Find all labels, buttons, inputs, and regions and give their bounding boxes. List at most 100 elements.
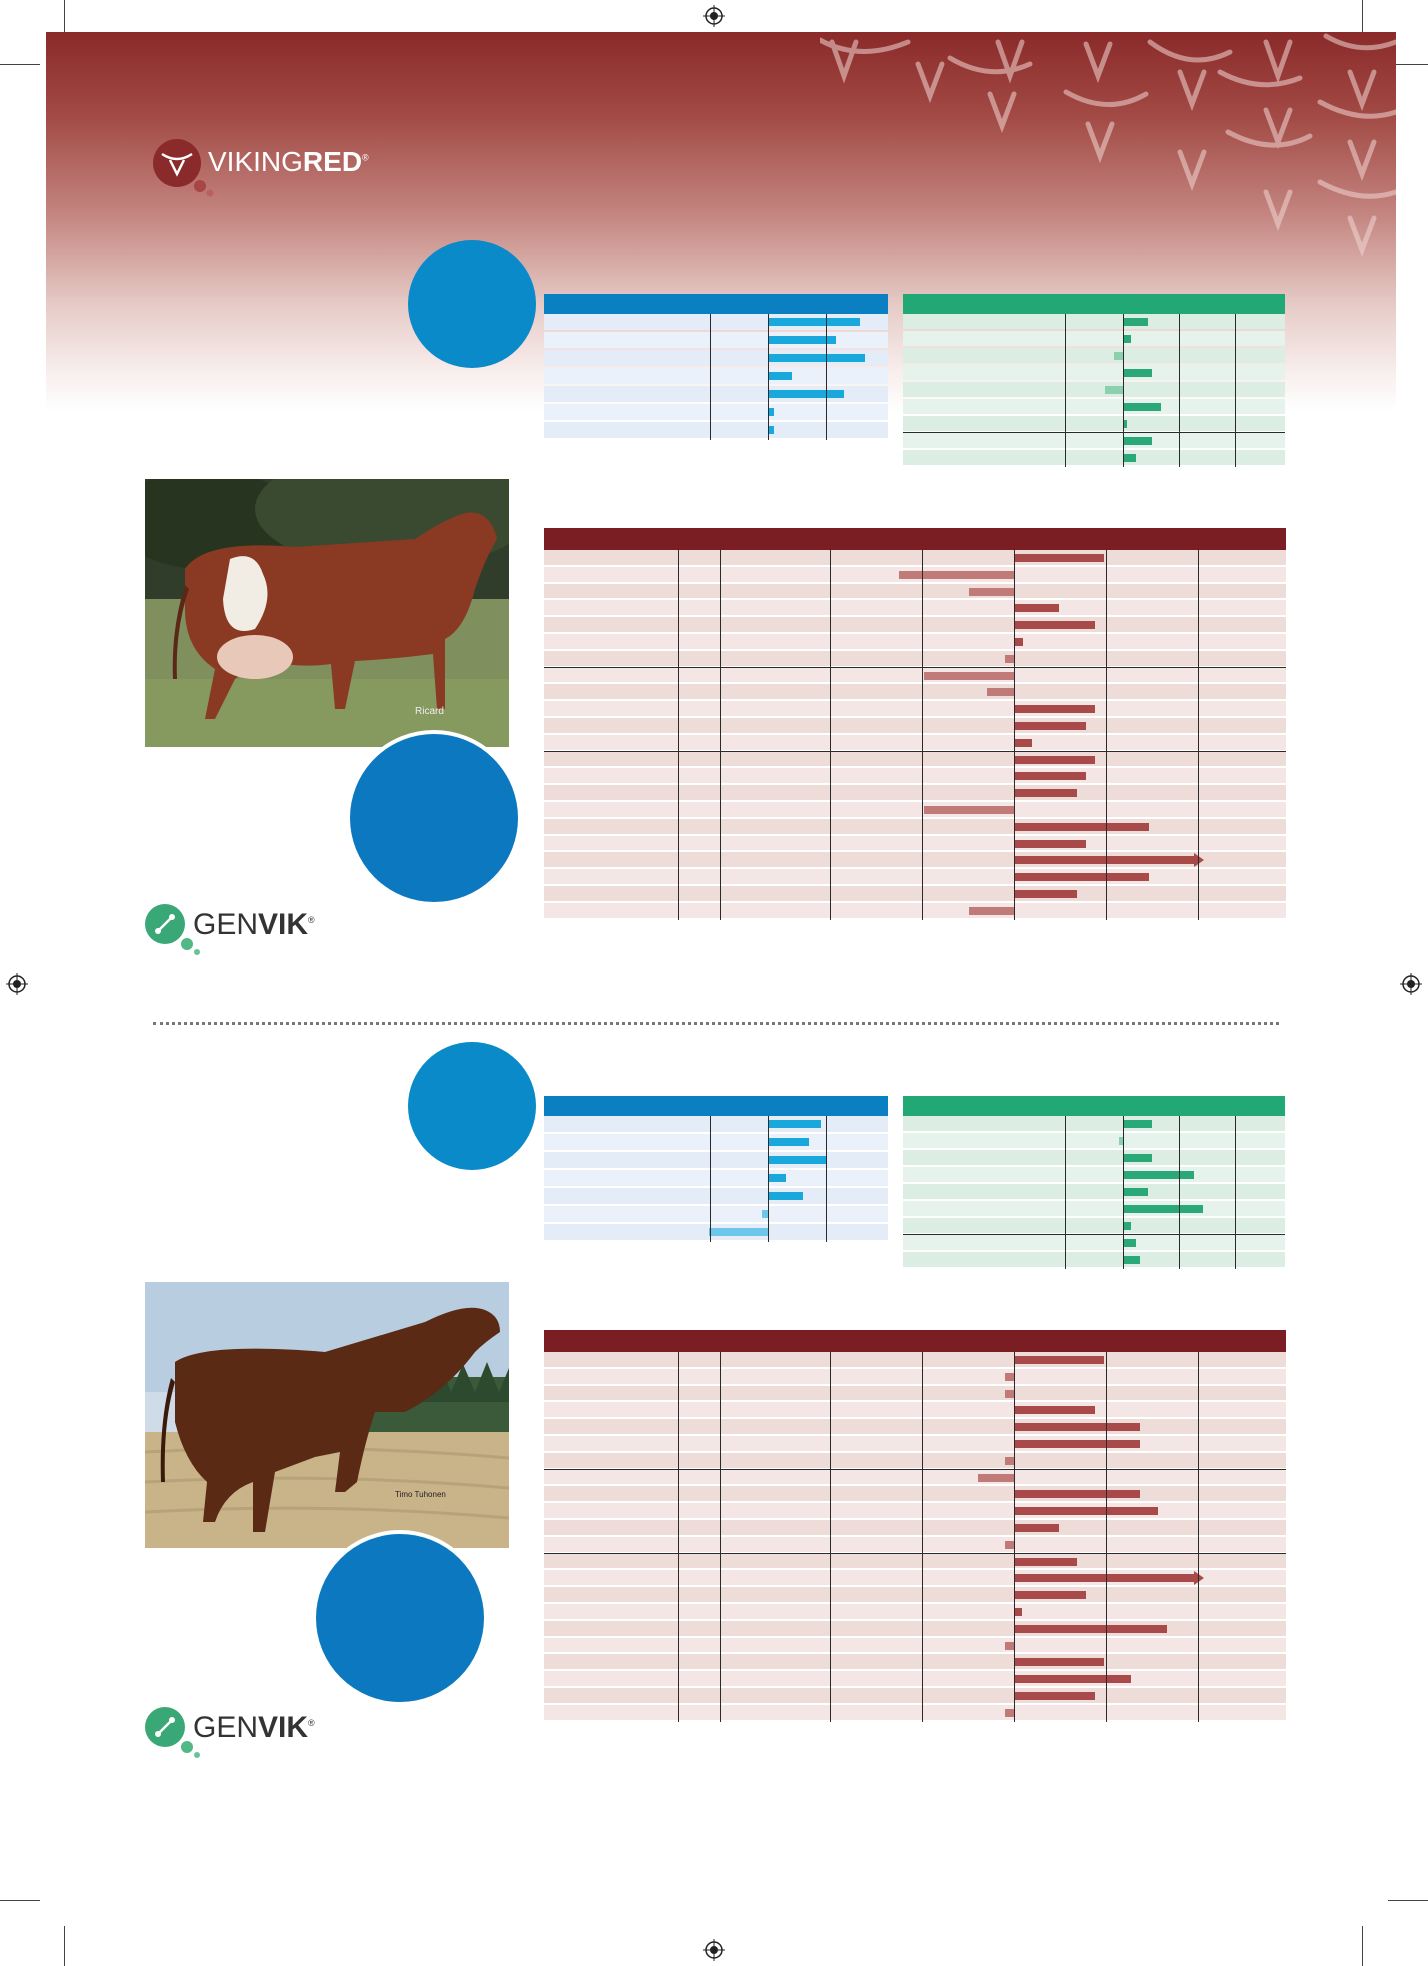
green-panel-row <box>903 331 1285 346</box>
grid-line <box>922 1352 923 1722</box>
badge-circle <box>346 730 522 906</box>
green-value-bar <box>1113 352 1123 360</box>
maroon-value-bar <box>1005 654 1014 663</box>
registration-mark-icon <box>1400 973 1422 995</box>
blue-panel-row <box>544 1170 888 1186</box>
green-value-bar <box>1123 1154 1153 1162</box>
maroon-trait-panel <box>544 1330 1286 1722</box>
green-panel-rows <box>903 1116 1285 1276</box>
green-value-bar <box>1123 1205 1203 1213</box>
maroon-panel-row <box>544 1536 1286 1552</box>
green-index-panel <box>903 294 1285 474</box>
green-panel-row <box>903 382 1285 397</box>
grid-line <box>710 314 711 440</box>
crop-mark <box>0 1900 40 1901</box>
blue-panel-rows <box>544 314 888 440</box>
blue-index-panel <box>544 1096 888 1242</box>
grid-line <box>826 1116 827 1242</box>
maroon-panel-row <box>544 667 1286 683</box>
section-divider <box>153 1022 1279 1025</box>
green-panel-rows <box>903 314 1285 474</box>
maroon-value-bar <box>1014 705 1095 714</box>
maroon-panel-row <box>544 1368 1286 1384</box>
maroon-panel-row <box>544 1486 1286 1502</box>
blue-panel-row <box>544 422 888 438</box>
green-value-bar <box>1123 335 1132 343</box>
green-panel-row <box>903 1133 1285 1148</box>
maroon-panel-row <box>544 902 1286 918</box>
maroon-panel-row <box>544 1469 1286 1485</box>
maroon-panel-row <box>544 1385 1286 1401</box>
blue-value-bar <box>768 1138 810 1146</box>
green-panel-row <box>903 1150 1285 1165</box>
green-panel-row <box>903 450 1285 465</box>
maroon-panel-row <box>544 1637 1286 1653</box>
brand-name-viking: VIKING <box>208 146 303 177</box>
maroon-value-bar <box>1005 1456 1014 1465</box>
blue-panel-row <box>544 368 888 384</box>
genvik-logo: GENVIK® <box>143 900 315 956</box>
blue-value-bar <box>709 1228 768 1236</box>
maroon-panel-row <box>544 818 1286 834</box>
green-panel-header <box>903 294 1285 314</box>
maroon-value-bar <box>1014 1675 1131 1684</box>
green-panel-row <box>903 1235 1285 1250</box>
maroon-panel-row <box>544 1654 1286 1670</box>
registration-mark-icon <box>703 5 725 27</box>
blue-value-bar <box>768 336 837 344</box>
bull-head-icon <box>153 139 214 197</box>
maroon-value-bar <box>1014 890 1077 898</box>
green-value-bar <box>1123 454 1136 462</box>
maroon-value-bar <box>1014 822 1149 831</box>
green-panel-row <box>903 399 1285 414</box>
partner-name-gen: GEN <box>193 1711 259 1744</box>
maroon-value-bar <box>924 671 1014 680</box>
maroon-panel-header <box>544 528 1286 550</box>
blue-panel-header <box>544 1096 888 1116</box>
maroon-value-bar <box>1014 1440 1140 1448</box>
blue-value-bar <box>768 354 865 362</box>
maroon-panel-row <box>544 734 1286 750</box>
grid-line <box>678 1352 679 1722</box>
green-value-bar <box>1118 1137 1123 1145</box>
maroon-value-bar <box>1014 1591 1086 1600</box>
blue-value-bar <box>768 1174 786 1182</box>
maroon-panel-row <box>544 583 1286 599</box>
maroon-panel-row <box>544 1436 1286 1451</box>
arrow-tip-icon <box>1194 1571 1204 1586</box>
blue-panel-row <box>544 404 888 420</box>
registration-mark-icon <box>6 973 28 995</box>
maroon-panel-rows <box>544 1352 1286 1722</box>
maroon-panel-row <box>544 1352 1286 1367</box>
blue-value-bar <box>768 390 844 398</box>
cow-photo: Ricard <box>145 479 509 747</box>
blue-value-bar <box>768 318 861 326</box>
green-panel-row <box>903 314 1285 329</box>
green-index-panel <box>903 1096 1285 1276</box>
maroon-value-bar <box>987 688 1014 697</box>
group-divider <box>544 1468 1286 1470</box>
maroon-value-bar <box>1014 621 1095 630</box>
maroon-panel-row <box>544 1688 1286 1703</box>
maroon-value-bar <box>1014 839 1086 848</box>
maroon-panel-row <box>544 718 1286 733</box>
green-panel-row <box>903 1201 1285 1216</box>
blue-panel-header <box>544 294 888 314</box>
maroon-value-bar <box>1014 1524 1059 1532</box>
grid-line <box>1179 1116 1180 1269</box>
maroon-value-bar <box>1005 1389 1014 1398</box>
maroon-value-bar <box>1014 1658 1104 1667</box>
maroon-panel-row <box>544 550 1286 565</box>
maroon-value-bar <box>1005 1641 1014 1650</box>
maroon-panel-row <box>544 1553 1286 1569</box>
maroon-value-bar <box>1014 772 1086 781</box>
grid-line <box>768 1116 769 1242</box>
green-value-bar <box>1123 420 1128 428</box>
grid-line <box>1065 1116 1066 1269</box>
maroon-value-bar <box>1014 1490 1140 1499</box>
grid-line <box>1235 1116 1236 1269</box>
maroon-panel-row <box>544 751 1286 767</box>
maroon-panel-row <box>544 1520 1286 1535</box>
maroon-panel-row <box>544 802 1286 817</box>
green-value-bar <box>1123 1239 1136 1247</box>
